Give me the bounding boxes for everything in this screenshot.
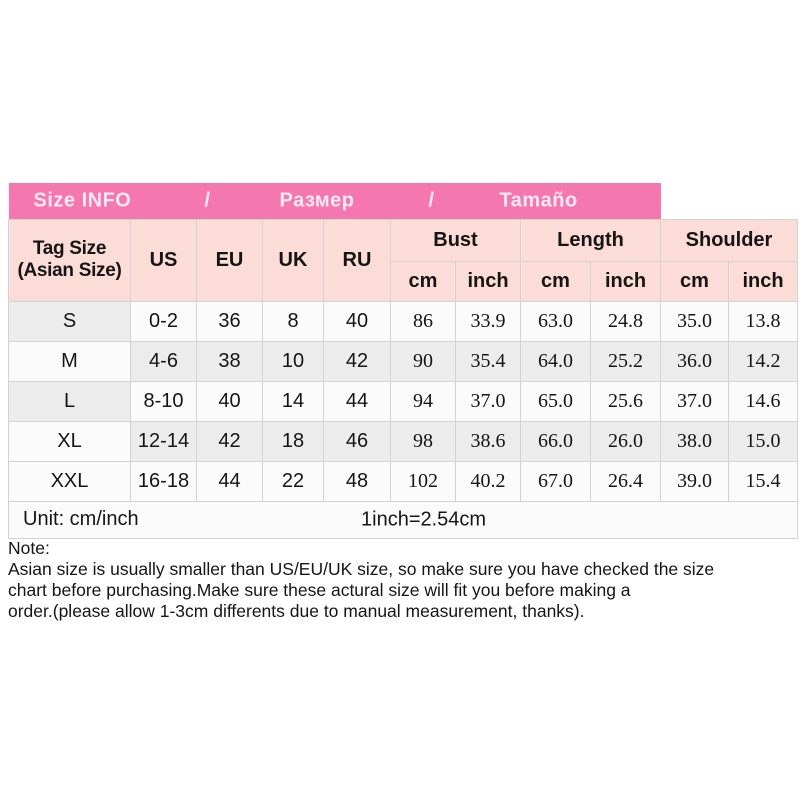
cell-shoulder-cm: 37.0 (660, 380, 729, 422)
uk-header: UK (262, 218, 324, 302)
title-tamano: Tamaño (499, 189, 578, 212)
title-bar-pink-strip: Size INFO / Размер / Tamaño (8, 183, 661, 219)
cell-length-cm: 63.0 (520, 300, 591, 342)
title-razmer: Размер (279, 189, 355, 212)
cell-length-inch: 26.4 (590, 460, 661, 502)
cell-ru: 48 (323, 460, 391, 502)
cell-us: 4-6 (130, 340, 197, 382)
cell-uk: 22 (262, 460, 324, 502)
unit-info-cell: Unit: cm/inch 1inch=2.54cm (8, 500, 798, 539)
cell-bust-cm: 90 (390, 340, 456, 382)
cell-uk: 10 (262, 340, 324, 382)
cell-tag: L (8, 380, 131, 422)
us-header: US (130, 218, 197, 302)
note-label: Note: (8, 538, 50, 558)
table-row-m: M 4-6 38 10 42 90 35.4 64.0 25.2 36.0 14… (8, 340, 798, 382)
cell-length-cm: 67.0 (520, 460, 591, 502)
cell-tag: XL (8, 420, 131, 462)
cell-tag: XXL (8, 460, 131, 502)
title-size-info: Size INFO (33, 189, 132, 212)
shoulder-header: Shoulder (660, 218, 798, 262)
cell-bust-cm: 94 (390, 380, 456, 422)
bust-cm-header: cm (390, 260, 456, 302)
cell-shoulder-inch: 15.0 (728, 420, 798, 462)
cell-bust-inch: 37.0 (455, 380, 521, 422)
length-inch-header: inch (590, 260, 661, 302)
cell-eu: 40 (196, 380, 263, 422)
cell-us: 0-2 (130, 300, 197, 342)
note-line-1: Asian size is usually smaller than US/EU… (8, 559, 715, 579)
table-row-xl: XL 12-14 42 18 46 98 38.6 66.0 26.0 38.0… (8, 420, 798, 462)
cell-uk: 18 (262, 420, 324, 462)
cell-eu: 38 (196, 340, 263, 382)
tag-size-header-line2: (Asian Size) (17, 260, 122, 281)
cell-bust-cm: 98 (390, 420, 456, 462)
ru-header: RU (323, 218, 391, 302)
cell-eu: 36 (196, 300, 263, 342)
header-row-units: cm inch cm inch cm inch (9, 260, 798, 302)
cell-length-cm: 64.0 (520, 340, 591, 382)
cell-shoulder-cm: 39.0 (660, 460, 729, 502)
cell-us: 12-14 (130, 420, 197, 462)
cell-shoulder-cm: 35.0 (660, 300, 729, 342)
table-row-xxl: XXL 16-18 44 22 48 102 40.2 67.0 26.4 39… (8, 460, 798, 502)
note-line-2: chart before purchasing.Make sure these … (8, 580, 631, 600)
shoulder-inch-header: inch (728, 260, 798, 302)
header-row-groups: Tag Size (Asian Size) US EU UK RU Bust L… (8, 218, 798, 302)
cell-length-inch: 26.0 (590, 420, 661, 462)
cell-uk: 8 (262, 300, 324, 342)
table-row-l: L 8-10 40 14 44 94 37.0 65.0 25.6 37.0 1… (8, 380, 798, 422)
cell-tag: S (8, 300, 131, 342)
table-row-s: S 0-2 36 8 40 86 33.9 63.0 24.8 35.0 13.… (8, 300, 798, 342)
inch-conversion-label: 1inch=2.54cm (361, 508, 487, 530)
cell-ru: 42 (323, 340, 391, 382)
cell-bust-cm: 86 (390, 300, 456, 342)
cell-bust-inch: 40.2 (455, 460, 521, 502)
cell-shoulder-cm: 36.0 (660, 340, 729, 382)
cell-length-cm: 65.0 (520, 380, 591, 422)
title-separator-2: / (428, 189, 435, 212)
cell-shoulder-inch: 14.6 (728, 380, 798, 422)
cell-length-inch: 25.2 (590, 340, 661, 382)
cell-ru: 40 (323, 300, 391, 342)
title-bar-empty-area (660, 183, 798, 219)
cell-tag: M (8, 340, 131, 382)
title-separator-1: / (204, 189, 211, 212)
cell-length-inch: 24.8 (590, 300, 661, 342)
cell-length-inch: 25.6 (590, 380, 661, 422)
cell-eu: 42 (196, 420, 263, 462)
length-cm-header: cm (520, 260, 591, 302)
bust-header: Bust (390, 218, 521, 262)
cell-ru: 44 (323, 380, 391, 422)
cell-eu: 44 (196, 460, 263, 502)
unit-label: Unit: cm/inch (23, 508, 139, 530)
cell-shoulder-cm: 38.0 (660, 420, 729, 462)
cell-bust-inch: 35.4 (455, 340, 521, 382)
cell-shoulder-inch: 15.4 (728, 460, 798, 502)
note-section: Note: Asian size is usually smaller than… (8, 538, 796, 622)
cell-ru: 46 (323, 420, 391, 462)
cell-shoulder-inch: 14.2 (728, 340, 798, 382)
tag-size-header: Tag Size (Asian Size) (8, 218, 131, 302)
cell-bust-inch: 33.9 (455, 300, 521, 342)
cell-uk: 14 (262, 380, 324, 422)
note-line-3: order.(please allow 1-3cm differents due… (8, 601, 585, 621)
cell-length-cm: 66.0 (520, 420, 591, 462)
size-chart-table: Size INFO / Размер / Tamaño Tag Size (As… (8, 183, 798, 539)
unit-row: Unit: cm/inch 1inch=2.54cm (8, 500, 798, 539)
shoulder-cm-header: cm (660, 260, 729, 302)
bust-inch-header: inch (455, 260, 521, 302)
cell-us: 8-10 (130, 380, 197, 422)
cell-shoulder-inch: 13.8 (728, 300, 798, 342)
cell-bust-cm: 102 (390, 460, 456, 502)
length-header: Length (520, 218, 661, 262)
cell-us: 16-18 (130, 460, 197, 502)
eu-header: EU (196, 218, 263, 302)
title-bar: Size INFO / Размер / Tamaño (8, 183, 798, 219)
cell-bust-inch: 38.6 (455, 420, 521, 462)
tag-size-header-line1: Tag Size (32, 238, 107, 260)
